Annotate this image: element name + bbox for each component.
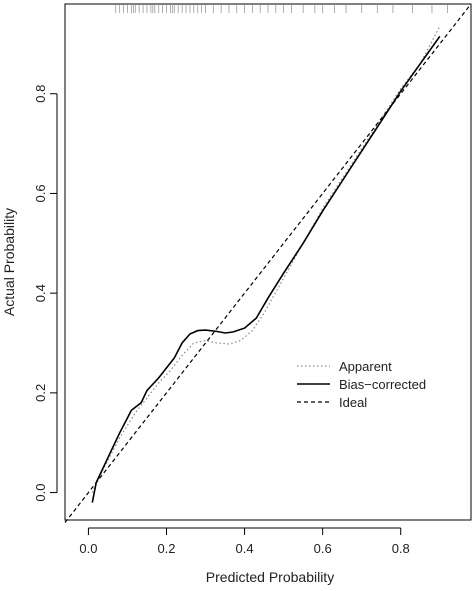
- y-tick-label: 0.2: [33, 384, 48, 402]
- legend-label: Bias−corrected: [339, 377, 426, 392]
- x-tick-label: 0.4: [236, 541, 254, 556]
- x-tick-label: 0.2: [157, 541, 175, 556]
- series-line-solid: [91, 35, 441, 503]
- x-axis-label: Predicted Probability: [206, 569, 334, 585]
- x-tick-label: 0.6: [314, 541, 332, 556]
- y-axis-label: Actual Probability: [1, 208, 17, 316]
- legend-label: Apparent: [339, 359, 392, 374]
- y-tick-label: 0.4: [33, 284, 48, 302]
- legend: Apparent Bias−corrected Ideal: [297, 359, 426, 410]
- y-axis: 0.0 0.2 0.4 0.6 0.8: [33, 85, 58, 502]
- y-tick-label: 0.6: [33, 184, 48, 202]
- y-tick-label: 0.0: [33, 484, 48, 502]
- rug-marks: [115, 5, 448, 13]
- plot-frame: [64, 3, 472, 521]
- series-lines: [64, 3, 472, 523]
- x-tick-label: 0.8: [392, 541, 410, 556]
- x-tick-label: 0.0: [79, 541, 97, 556]
- series-line-dotted: [91, 26, 441, 493]
- x-axis: 0.0 0.2 0.4 0.6 0.8: [79, 527, 410, 556]
- y-tick-label: 0.8: [33, 85, 48, 103]
- series-line-dashed: [64, 3, 472, 523]
- legend-label: Ideal: [339, 395, 367, 410]
